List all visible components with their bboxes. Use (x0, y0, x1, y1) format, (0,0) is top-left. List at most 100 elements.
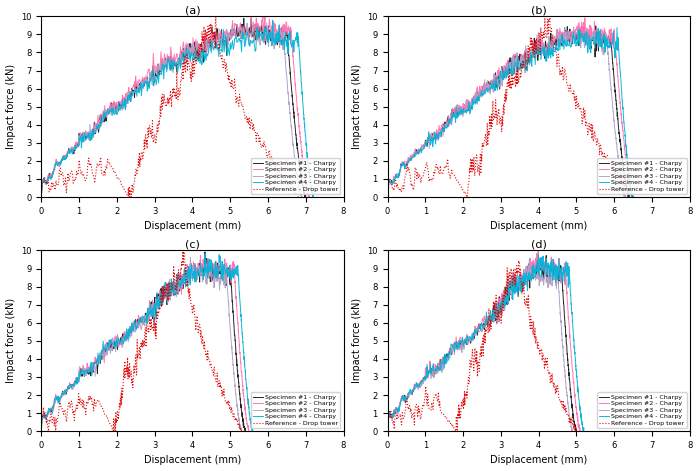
Line: Specimen #1 - Charpy: Specimen #1 - Charpy (387, 26, 630, 197)
Line: Specimen #3 - Charpy: Specimen #3 - Charpy (41, 22, 302, 197)
Specimen #4 - Charpy (241, 365, 249, 370)
Specimen #2 - Charpy (244, 428, 253, 434)
Specimen #4 - Charpy (240, 358, 248, 364)
Specimen #1 - Charpy (161, 294, 169, 300)
Specimen #3 - Charpy (173, 58, 181, 64)
Specimen #3 - Charpy (186, 254, 195, 260)
Specimen #3 - Charpy (149, 83, 158, 89)
Specimen #4 - Charpy (37, 425, 45, 431)
Reference - Drop tower (117, 181, 126, 187)
Reference - Drop tower (457, 184, 466, 190)
Specimen #4 - Charpy (628, 194, 637, 200)
Y-axis label: Impact force (kN): Impact force (kN) (6, 64, 15, 149)
Reference - Drop tower (188, 60, 196, 65)
Reference - Drop tower (103, 415, 112, 421)
Line: Specimen #2 - Charpy: Specimen #2 - Charpy (387, 18, 633, 197)
Specimen #1 - Charpy (564, 362, 572, 367)
Reference - Drop tower (402, 170, 410, 175)
Specimen #3 - Charpy (514, 67, 522, 73)
Line: Specimen #4 - Charpy: Specimen #4 - Charpy (41, 21, 313, 197)
Reference - Drop tower (603, 153, 611, 158)
X-axis label: Displacement (mm): Displacement (mm) (490, 221, 587, 231)
Reference - Drop tower (514, 258, 523, 263)
Line: Specimen #1 - Charpy: Specimen #1 - Charpy (41, 252, 245, 431)
Specimen #3 - Charpy (159, 291, 168, 297)
Specimen #3 - Charpy (403, 164, 411, 170)
Specimen #4 - Charpy (403, 160, 411, 166)
Specimen #4 - Charpy (37, 194, 45, 200)
Specimen #4 - Charpy (57, 395, 65, 401)
Specimen #1 - Charpy (615, 130, 623, 135)
Legend: Specimen #1 - Charpy, Specimen #2 - Charpy, Specimen #3 - Charpy, Specimen #4 - : Specimen #1 - Charpy, Specimen #2 - Char… (251, 392, 341, 428)
Legend: Specimen #1 - Charpy, Specimen #2 - Charpy, Specimen #3 - Charpy, Specimen #4 - : Specimen #1 - Charpy, Specimen #2 - Char… (597, 392, 687, 428)
Specimen #4 - Charpy (383, 428, 392, 434)
Specimen #4 - Charpy (248, 428, 257, 434)
Specimen #3 - Charpy (57, 162, 65, 168)
Specimen #4 - Charpy (534, 252, 542, 258)
Reference - Drop tower (220, 386, 228, 392)
Specimen #4 - Charpy (621, 129, 629, 134)
Reference - Drop tower (463, 194, 471, 200)
Specimen #1 - Charpy (301, 194, 309, 200)
Specimen #1 - Charpy (625, 194, 633, 200)
Reference - Drop tower (75, 391, 83, 397)
Y-axis label: Impact force (kN): Impact force (kN) (6, 298, 15, 383)
Reference - Drop tower (629, 194, 637, 200)
Specimen #2 - Charpy (383, 193, 392, 198)
Reference - Drop tower (37, 421, 45, 426)
Y-axis label: Impact force (kN): Impact force (kN) (352, 64, 362, 149)
Specimen #2 - Charpy (581, 15, 589, 21)
Specimen #3 - Charpy (611, 130, 619, 136)
Reference - Drop tower (211, 14, 220, 20)
Specimen #4 - Charpy (181, 50, 189, 56)
Specimen #3 - Charpy (37, 428, 45, 434)
Reference - Drop tower (272, 163, 280, 169)
Specimen #2 - Charpy (629, 194, 637, 200)
Specimen #4 - Charpy (301, 130, 309, 136)
Line: Reference - Drop tower: Reference - Drop tower (387, 260, 577, 431)
Specimen #4 - Charpy (572, 364, 580, 369)
Specimen #4 - Charpy (579, 428, 587, 434)
Specimen #2 - Charpy (588, 32, 596, 38)
Line: Reference - Drop tower: Reference - Drop tower (41, 17, 298, 197)
Specimen #2 - Charpy (262, 29, 271, 35)
Specimen #2 - Charpy (567, 361, 576, 367)
Specimen #2 - Charpy (37, 191, 45, 197)
Specimen #1 - Charpy (247, 15, 255, 21)
Specimen #3 - Charpy (229, 363, 237, 369)
Specimen #3 - Charpy (288, 124, 296, 130)
Specimen #2 - Charpy (151, 63, 159, 69)
Y-axis label: Impact force (kN): Impact force (kN) (352, 298, 362, 383)
Specimen #4 - Charpy (248, 426, 257, 432)
Specimen #3 - Charpy (568, 428, 577, 434)
Specimen #1 - Charpy (241, 428, 249, 434)
Specimen #3 - Charpy (495, 82, 503, 88)
Specimen #4 - Charpy (621, 128, 629, 134)
Line: Specimen #3 - Charpy: Specimen #3 - Charpy (387, 27, 625, 197)
Specimen #1 - Charpy (233, 365, 242, 371)
Specimen #2 - Charpy (403, 159, 411, 164)
Specimen #1 - Charpy (291, 126, 299, 132)
Specimen #4 - Charpy (57, 162, 65, 168)
Line: Specimen #3 - Charpy: Specimen #3 - Charpy (41, 257, 242, 431)
X-axis label: Displacement (mm): Displacement (mm) (144, 455, 241, 465)
Specimen #2 - Charpy (163, 289, 171, 295)
Specimen #1 - Charpy (615, 131, 623, 137)
Specimen #1 - Charpy (492, 304, 500, 309)
Specimen #4 - Charpy (518, 60, 526, 65)
Specimen #3 - Charpy (37, 194, 45, 200)
X-axis label: Displacement (mm): Displacement (mm) (144, 221, 241, 231)
Specimen #2 - Charpy (517, 51, 526, 57)
Line: Specimen #1 - Charpy: Specimen #1 - Charpy (41, 18, 306, 197)
Legend: Specimen #1 - Charpy, Specimen #2 - Charpy, Specimen #3 - Charpy, Specimen #4 - : Specimen #1 - Charpy, Specimen #2 - Char… (251, 158, 341, 194)
Specimen #3 - Charpy (579, 35, 587, 41)
Specimen #4 - Charpy (572, 363, 580, 368)
Reference - Drop tower (82, 176, 90, 182)
Specimen #2 - Charpy (629, 194, 637, 200)
Specimen #3 - Charpy (560, 364, 569, 370)
Specimen #3 - Charpy (403, 398, 411, 404)
Specimen #1 - Charpy (516, 51, 524, 57)
Specimen #1 - Charpy (572, 426, 581, 432)
Specimen #4 - Charpy (216, 253, 224, 259)
Specimen #3 - Charpy (383, 192, 392, 198)
